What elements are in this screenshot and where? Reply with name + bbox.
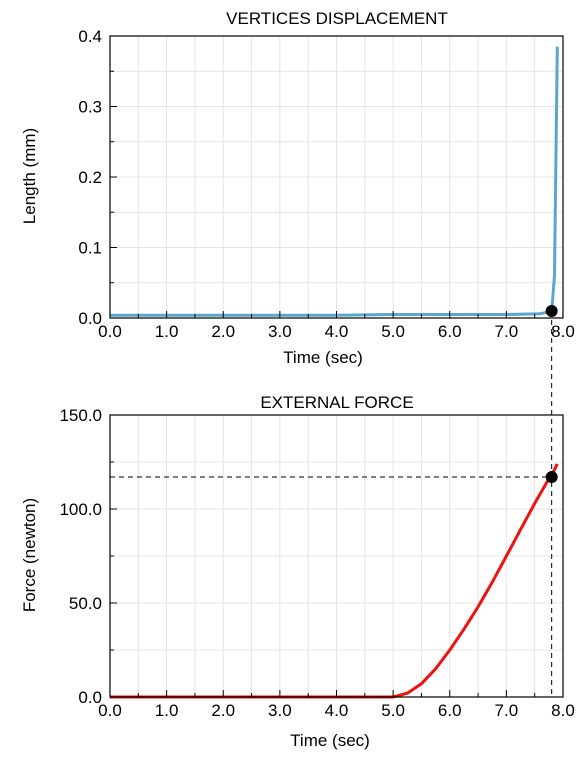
series-line-0	[110, 46, 559, 317]
series-line-0	[110, 463, 559, 699]
y-tick-label: 150.0	[59, 406, 102, 425]
x-tick-label: 5.0	[381, 701, 405, 720]
x-tick-label: 0.0	[98, 701, 122, 720]
x-tick-label: 7.0	[495, 322, 519, 341]
vertices-displacement-chart: VERTICES DISPLACEMENT 0.0 1.0 2.0 3.0 4.0 5.0…	[20, 9, 575, 367]
chart-title: EXTERNAL FORCE	[260, 393, 413, 412]
x-tick-label: 1.0	[155, 701, 179, 720]
force-marker	[545, 471, 558, 484]
grid	[109, 414, 564, 698]
x-tick-label: 0.0	[98, 322, 122, 341]
y-axis-label: Length (mm)	[20, 128, 39, 224]
displacement-marker	[545, 304, 558, 317]
guide-overlay	[110, 304, 558, 697]
y-tick-label: 0.1	[78, 239, 102, 258]
ticks: 0.0 1.0 2.0 3.0 4.0 5.0 6.0 7.0 8.0 0.0 0.1 0.2 0.3 0…	[78, 27, 574, 341]
x-tick-label: 2.0	[211, 701, 235, 720]
y-tick-label: 0.2	[78, 168, 102, 187]
external-force-chart: EXTERNAL FORCE 0.0 1.0 2.0 3.0 4.0 5.0 6.0 7.0 8…	[20, 393, 575, 750]
x-tick-label: 8.0	[551, 322, 575, 341]
y-axis-label: Force (newton)	[20, 498, 39, 612]
series-layer	[110, 463, 559, 699]
y-tick-label: 0.0	[78, 688, 102, 707]
x-tick-label: 3.0	[268, 701, 292, 720]
x-tick-label: 1.0	[155, 322, 179, 341]
chart-title: VERTICES DISPLACEMENT	[226, 9, 448, 28]
x-axis-label: Time (sec)	[283, 348, 363, 367]
series-layer	[110, 46, 559, 317]
y-tick-label: 0.0	[78, 309, 102, 328]
x-tick-label: 2.0	[211, 322, 235, 341]
x-axis-label: Time (sec)	[290, 731, 370, 750]
x-tick-label: 8.0	[551, 701, 575, 720]
x-tick-label: 6.0	[438, 701, 462, 720]
grid	[109, 35, 564, 319]
x-tick-label: 4.0	[325, 701, 349, 720]
x-tick-label: 6.0	[438, 322, 462, 341]
x-tick-label: 5.0	[381, 322, 405, 341]
ticks: 0.0 1.0 2.0 3.0 4.0 5.0 6.0 7.0 8.0 0.0 50.0 100.0 1…	[59, 406, 574, 720]
x-tick-label: 7.0	[495, 701, 519, 720]
y-tick-label: 100.0	[59, 500, 102, 519]
y-tick-label: 0.4	[78, 27, 102, 46]
y-tick-label: 50.0	[69, 594, 102, 613]
x-tick-label: 4.0	[325, 322, 349, 341]
x-tick-label: 3.0	[268, 322, 292, 341]
y-tick-label: 0.3	[78, 98, 102, 117]
